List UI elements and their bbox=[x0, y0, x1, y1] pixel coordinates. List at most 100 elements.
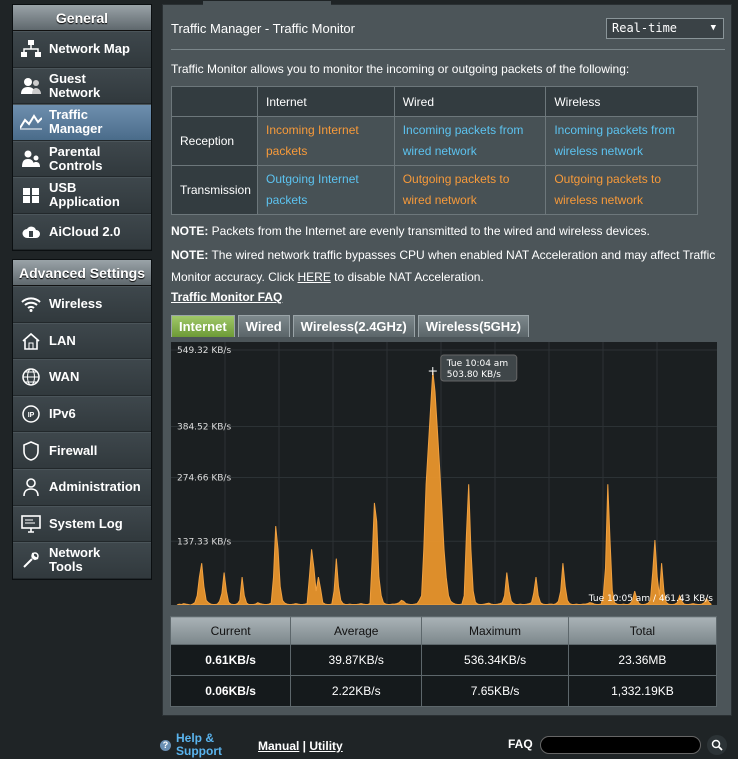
sidebar-item-network-map[interactable]: Network Map bbox=[13, 31, 151, 68]
tab-wireless-5[interactable]: Wireless(5GHz) bbox=[417, 315, 530, 337]
y-tick-label: 274.66 KB/s bbox=[177, 474, 231, 484]
manual-link[interactable]: Manual bbox=[258, 739, 300, 753]
packet-type-table: Internet Wired Wireless Reception Incomi… bbox=[171, 86, 698, 215]
stats-table: Current Average Maximum Total 0.61KB/s 3… bbox=[169, 616, 718, 707]
advanced-header: Advanced Settings bbox=[13, 260, 151, 286]
note-label: NOTE: bbox=[171, 248, 209, 262]
stats-header-average: Average bbox=[290, 616, 423, 645]
stats-cell: 39.87KB/s bbox=[290, 644, 423, 676]
stats-header-current: Current bbox=[169, 616, 292, 645]
sidebar-item-label: LAN bbox=[49, 332, 76, 348]
tooltip-value: 503.80 KB/s bbox=[447, 370, 501, 380]
table-row: 0.61KB/s 39.87KB/s 536.34KB/s 23.36MB bbox=[169, 644, 718, 676]
faq-search-input[interactable] bbox=[540, 736, 701, 754]
footer: ? Help & Support Manual | Utility FAQ bbox=[0, 724, 738, 759]
stats-cell: 0.61KB/s bbox=[169, 644, 292, 676]
parental-controls-icon bbox=[13, 150, 49, 168]
sidebar-item-label: Firewall bbox=[49, 442, 98, 458]
sidebar-item-aicloud[interactable]: AiCloud 2.0 bbox=[13, 213, 151, 250]
divider bbox=[171, 49, 725, 50]
tab-wireless-24[interactable]: Wireless(2.4GHz) bbox=[292, 315, 415, 337]
table-row: 0.06KB/s 2.22KB/s 7.65KB/s 1,332.19KB bbox=[169, 675, 718, 707]
stats-header-total: Total bbox=[567, 616, 718, 645]
sidebar-item-label: AiCloud 2.0 bbox=[49, 223, 121, 239]
sidebar-item-label: Wireless bbox=[49, 296, 103, 312]
network-map-icon bbox=[13, 40, 49, 58]
stats-cell: 23.36MB bbox=[567, 644, 718, 676]
top-tab-notch bbox=[203, 1, 331, 7]
admin-user-icon bbox=[13, 477, 49, 497]
sidebar-item-label: IPv6 bbox=[49, 406, 76, 422]
main-panel: Traffic Manager - Traffic Monitor Real-t… bbox=[162, 1, 732, 716]
y-tick-label: 549.32 KB/s bbox=[177, 346, 231, 356]
traffic-area-series bbox=[176, 370, 712, 605]
row-label-reception: Reception bbox=[171, 116, 258, 166]
sidebar-item-system-log[interactable]: System Log bbox=[13, 505, 151, 543]
sidebar-item-label: USB Application bbox=[49, 180, 120, 210]
tab-wired[interactable]: Wired bbox=[237, 315, 290, 337]
sidebar-item-wireless[interactable]: Wireless bbox=[13, 286, 151, 323]
table-cell: Incoming Internet packets bbox=[256, 116, 395, 166]
table-header-internet: Internet bbox=[256, 86, 395, 117]
sidebar-item-network-tools[interactable]: Network Tools bbox=[13, 542, 151, 579]
sidebar-item-firewall[interactable]: Firewall bbox=[13, 432, 151, 469]
mode-select-value: Real-time bbox=[612, 21, 678, 35]
svg-text:IP: IP bbox=[28, 412, 35, 419]
sidebar-item-traffic-manager[interactable]: Traffic Manager bbox=[13, 104, 151, 141]
faq-label: FAQ bbox=[508, 737, 533, 751]
help-line: Support bbox=[176, 744, 222, 758]
table-row: Transmission Outgoing Internet packets O… bbox=[171, 165, 698, 215]
sidebar-item-wan[interactable]: WAN bbox=[13, 359, 151, 396]
stats-cell: 536.34KB/s bbox=[421, 644, 569, 676]
y-tick-label: 137.33 KB/s bbox=[177, 537, 231, 547]
guest-network-icon bbox=[13, 77, 49, 95]
table-header-wireless: Wireless bbox=[545, 86, 698, 117]
sidebar-item-ipv6[interactable]: IP IPv6 bbox=[13, 395, 151, 433]
traffic-chart-svg: 549.32 KB/s 384.52 KB/s 274.66 KB/s 137.33 … bbox=[171, 342, 717, 605]
traffic-monitor-faq-link[interactable]: Traffic Monitor FAQ bbox=[171, 290, 283, 304]
sidebar-item-label: Administration bbox=[49, 479, 141, 495]
sidebar-item-administration[interactable]: Administration bbox=[13, 468, 151, 506]
table-cell: Outgoing packets to wired network bbox=[393, 165, 547, 215]
sidebar-item-guest-network[interactable]: Guest Network bbox=[13, 67, 151, 104]
home-icon bbox=[13, 332, 49, 350]
sidebar-item-usb-application[interactable]: USB Application bbox=[13, 177, 151, 214]
help-support-link[interactable]: Help & Support bbox=[176, 732, 222, 758]
shield-icon bbox=[13, 440, 49, 461]
sidebar-item-label: Network Map bbox=[49, 41, 130, 57]
sidebar-item-parental-controls[interactable]: Parental Controls bbox=[13, 140, 151, 177]
help-icon: ? bbox=[160, 740, 171, 751]
tab-internet[interactable]: Internet bbox=[171, 315, 235, 337]
separator: | bbox=[299, 739, 310, 753]
table-cell: Incoming packets from wireless network bbox=[545, 116, 698, 166]
search-button[interactable] bbox=[707, 735, 727, 755]
mode-select[interactable]: Real-time ▼ bbox=[606, 18, 724, 39]
system-log-icon bbox=[13, 515, 49, 533]
tooltip-box bbox=[440, 354, 518, 382]
aicloud-icon bbox=[13, 222, 49, 242]
sidebar: General Network Map Guest Network Traffi… bbox=[12, 4, 152, 580]
sidebar-item-lan[interactable]: LAN bbox=[13, 322, 151, 360]
general-header: General bbox=[13, 5, 151, 31]
row-label-transmission: Transmission bbox=[171, 165, 258, 215]
stats-cell: 1,332.19KB bbox=[567, 675, 718, 707]
nat-here-link[interactable]: HERE bbox=[297, 270, 331, 284]
ipv6-icon: IP bbox=[13, 404, 49, 424]
search-icon bbox=[711, 739, 723, 751]
utility-link[interactable]: Utility bbox=[309, 739, 343, 753]
traffic-manager-icon bbox=[13, 114, 49, 130]
sidebar-item-label: Traffic Manager bbox=[49, 107, 103, 137]
general-menu: General Network Map Guest Network Traffi… bbox=[12, 4, 152, 251]
note-internet: NOTE: Packets from the Internet are even… bbox=[171, 220, 727, 242]
note-label: NOTE: bbox=[171, 224, 209, 238]
sidebar-item-label: System Log bbox=[49, 515, 123, 531]
globe-icon bbox=[13, 367, 49, 387]
table-cell: Incoming packets from wired network bbox=[393, 116, 547, 166]
stats-header-maximum: Maximum bbox=[421, 616, 569, 645]
stats-cell: 0.06KB/s bbox=[169, 675, 292, 707]
table-cell: Outgoing Internet packets bbox=[256, 165, 395, 215]
usb-icon bbox=[13, 186, 49, 204]
table-header-wired: Wired bbox=[393, 86, 547, 117]
advanced-menu: Advanced Settings Wireless LAN WAN IP IP… bbox=[12, 259, 152, 580]
sidebar-item-label: Guest Network bbox=[49, 70, 101, 100]
